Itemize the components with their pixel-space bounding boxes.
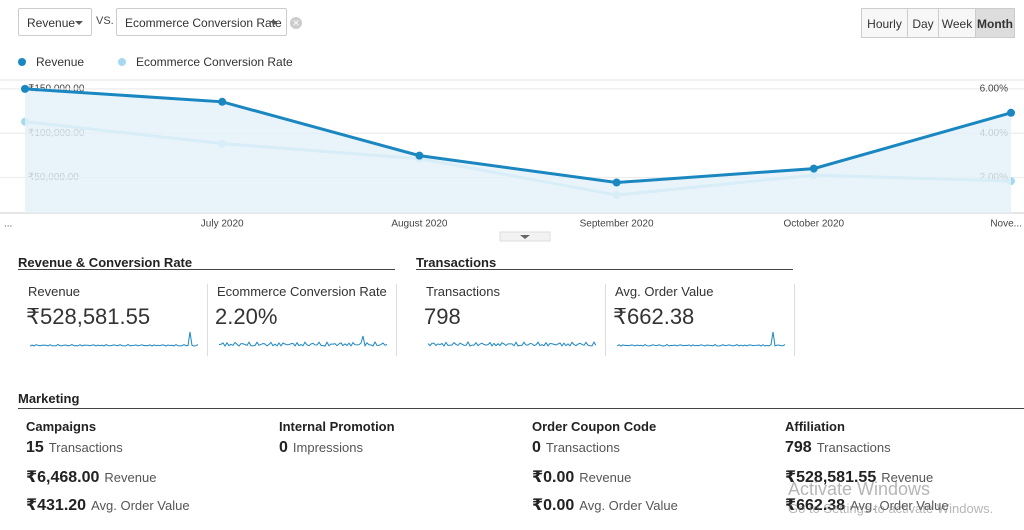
point [809,164,818,173]
chart: ₹50,000.00₹100,000.00₹150,000.002.00%4.0… [0,55,1024,242]
metric-row: 0 Impressions [279,439,363,457]
period-buttons: Hourly Day Week Month [861,8,1015,38]
metric-value: ₹0.00 [532,469,575,486]
section-title: Transactions [416,255,497,270]
metric-dropdown[interactable]: Revenue [18,8,92,36]
legend-marker [118,58,126,66]
column-title: Internal Promotion [279,419,395,434]
area [25,88,1011,213]
metric-row: 798 Transactions [785,439,891,457]
metric-label: Avg. Order Value [91,498,190,513]
card-separator [207,284,208,356]
period-button[interactable]: Month [975,8,1015,38]
period-button[interactable]: Day [907,8,939,38]
metric-value: ₹6,468.00 [26,469,100,486]
period-button[interactable]: Week [938,8,976,38]
metric-value: ₹528,581.55 [785,469,877,486]
expand-icon [520,235,530,239]
section-title: Revenue & Conversion Rate [18,255,193,270]
clear-button[interactable]: ✕ [290,17,302,29]
metric-label: Transactions [48,440,123,455]
column-title: Affiliation [785,419,845,434]
sparkline [219,335,387,347]
point [415,151,424,160]
card-label: Avg. Order Value [615,284,714,299]
sparkline-path [219,335,387,347]
metric-value: ₹0.00 [532,497,575,514]
sparkline [617,331,785,347]
watermark-title: Activate Windows [788,479,931,499]
section-title: Marketing [18,391,80,406]
metric-label: Avg. Order Value [579,498,678,513]
metric-value: 15 [26,439,44,456]
card-value: 798 [424,304,461,329]
sparkline-path [428,340,596,347]
compare-dropdown[interactable]: Ecommerce Conversion Rate [116,8,287,36]
metric-row: ₹431.20 Avg. Order Value [26,495,190,515]
metric-value: 0 [279,439,288,456]
metric-label: Avg. Order Value [850,498,949,513]
metric-row: ₹6,468.00 Revenue [26,467,156,487]
legend-label: Ecommerce Conversion Rate [136,55,293,69]
sparkline-path [617,331,785,347]
sparkline [428,340,596,347]
metric-label: Impressions [292,440,363,455]
sparkline [30,331,198,347]
divider [18,408,1024,409]
card-separator [605,284,606,356]
y2-tick-label: 6.00% [980,84,1008,95]
metric-row: ₹662.38 Avg. Order Value [785,495,949,515]
line [24,87,1012,185]
divider [416,269,793,270]
divider [18,269,395,270]
legend-label: Revenue [36,55,84,69]
metric-label: Revenue [881,470,934,485]
metric-row: 15 Transactions [26,439,123,457]
vs-label: VS. [96,15,114,27]
card-value: 2.20% [215,304,278,329]
column-title: Campaigns [26,419,97,434]
metric-row: ₹528,581.55 Revenue [785,467,933,487]
point [612,178,621,187]
metric-label: Revenue [104,470,157,485]
card-label: Transactions [426,284,500,299]
legend-marker [18,58,26,66]
x-tick-label: October 2020 [783,219,844,230]
metric-row: ₹0.00 Avg. Order Value [532,495,678,515]
metric-row: 0 Transactions [532,439,620,457]
sparkline-path [30,331,198,347]
x-tick-label: September 2020 [580,219,654,230]
point [218,97,227,106]
period-button[interactable]: Hourly [861,8,908,38]
card-separator [794,284,795,356]
metric-label: Transactions [545,440,620,455]
watermark-text: Go to Settings to activate Windows. [788,501,994,516]
card-value: ₹662.38 [613,304,695,329]
metric-value: ₹431.20 [26,497,87,514]
x-tick-label: ... [4,219,12,230]
card-value: ₹528,581.55 [26,304,151,329]
metric-row: ₹0.00 Revenue [532,467,631,487]
column-title: Order Coupon Code [532,419,657,434]
metric-label: Revenue [579,470,632,485]
metric-value: 798 [785,439,812,456]
metric-value: 0 [532,439,541,456]
card-label: Ecommerce Conversion Rate [217,284,387,299]
x-tick-label: July 2020 [201,219,244,230]
card-separator [396,284,397,356]
card-label: Revenue [28,284,81,299]
metric-value: ₹662.38 [785,497,846,514]
x-tick-label: Nove... [990,219,1022,230]
point [1007,108,1015,117]
point [21,84,29,93]
x-tick-label: August 2020 [391,219,448,230]
metric-label: Transactions [816,440,891,455]
